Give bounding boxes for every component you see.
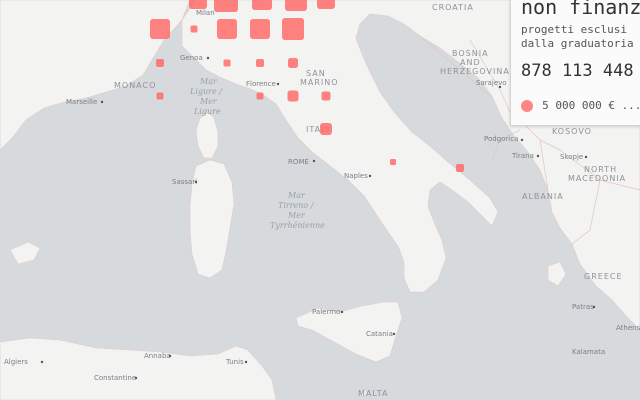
project-marker[interactable]: [156, 92, 164, 100]
city-dot: [368, 174, 372, 178]
label-annaba: Annaba: [144, 352, 171, 360]
label-bosnia-3: HERZEGOVINA: [440, 67, 510, 76]
project-marker[interactable]: [390, 159, 396, 165]
label-sarajevo: Sarajevo: [476, 79, 507, 87]
label-bosnia-1: BOSNIA: [452, 49, 489, 58]
label-monaco: MONACO: [114, 81, 156, 90]
project-marker[interactable]: [256, 59, 264, 67]
city-dot: [312, 159, 316, 163]
city-dot: [40, 360, 44, 364]
label-kalamata: Kalamata: [572, 348, 605, 356]
label-sassari: Sassari: [172, 178, 197, 186]
label-greece: GREECE: [584, 272, 623, 281]
city-dot: [244, 360, 248, 364]
land-menorca: [9, 241, 41, 265]
label-naples: Naples: [344, 172, 368, 180]
city-dot: [584, 155, 588, 159]
label-palermo: Palermo: [312, 308, 340, 316]
label-algiers: Algiers: [4, 358, 28, 366]
land-malta: [360, 389, 368, 397]
land-north-africa: [0, 337, 277, 400]
label-athens: Athens: [616, 324, 640, 332]
project-marker[interactable]: [456, 164, 464, 172]
project-marker[interactable]: [288, 58, 298, 68]
city-dot: [134, 376, 138, 380]
label-marseille: Marseille: [66, 98, 97, 106]
label-ligurian-sea-4: Ligure: [193, 107, 221, 116]
label-san-marino-1: SAN: [306, 69, 326, 78]
label-albania: ALBANIA: [522, 192, 564, 201]
project-marker[interactable]: [320, 123, 332, 135]
label-tirana: Tirana: [511, 152, 534, 160]
project-marker[interactable]: [287, 90, 299, 102]
project-markers: [150, 0, 464, 172]
city-dot: [206, 56, 210, 60]
label-florence: Florence: [246, 80, 276, 88]
label-north-macedonia-2: MACEDONIA: [568, 174, 626, 183]
panel-title: non finanziati: [521, 0, 640, 19]
label-skopje: Skopje: [560, 153, 583, 161]
project-marker[interactable]: [256, 92, 264, 100]
label-north-macedonia-1: NORTH: [584, 165, 617, 174]
project-marker[interactable]: [285, 0, 307, 11]
legend-text: 5 000 000 € ...: [542, 99, 640, 112]
project-marker[interactable]: [317, 0, 335, 9]
label-tyrrhenian-sea-2: Tirreno /: [278, 201, 315, 210]
city-dot: [592, 305, 596, 309]
label-malta: MALTA: [358, 389, 388, 398]
legend-circle-icon: [521, 99, 533, 112]
label-italy: ITALY: [306, 125, 331, 134]
city-dot: [520, 138, 524, 142]
city-dots: [40, 56, 596, 380]
label-croatia: CROATIA: [432, 3, 474, 12]
project-marker[interactable]: [252, 0, 272, 10]
label-genoa: Genoa: [180, 54, 203, 62]
label-tyrrhenian-sea-3: Mer: [287, 211, 306, 220]
label-catania: Catania: [366, 330, 393, 338]
land-corsica: [195, 111, 219, 159]
label-constantine: Constantine: [94, 374, 136, 382]
info-panel: non finanziati progetti esclusi dalla gr…: [510, 0, 640, 126]
land-greek-islands: [547, 261, 567, 287]
land-france: [0, 0, 191, 151]
city-dot: [194, 180, 198, 184]
land-sardinia: [189, 159, 235, 279]
project-marker[interactable]: [217, 19, 237, 39]
project-marker[interactable]: [250, 19, 270, 39]
panel-legend: 5 000 000 € ...: [521, 95, 640, 114]
city-dot: [168, 354, 172, 358]
label-bosnia-2: AND: [460, 58, 481, 67]
city-dot: [276, 82, 280, 86]
panel-subtitle: progetti esclusi dalla graduatoria: [521, 23, 634, 50]
city-dot: [340, 310, 344, 314]
label-kosovo: KOSOVO: [552, 127, 592, 136]
map-labels: CROATIA BOSNIA AND HERZEGOVINA Sarajevo …: [4, 3, 640, 398]
project-marker[interactable]: [223, 59, 231, 67]
label-patras: Patras: [572, 303, 594, 311]
project-marker[interactable]: [190, 25, 198, 33]
borders: [419, 35, 640, 245]
label-ligurian-sea-2: Ligure /: [189, 87, 223, 96]
project-marker[interactable]: [150, 19, 170, 39]
label-ligurian-sea-3: Mer: [199, 97, 218, 106]
city-dot: [392, 332, 396, 336]
label-milan: Milan: [196, 9, 215, 17]
label-ligurian-sea-1: Mar: [199, 77, 218, 86]
label-rome: ROME: [288, 158, 309, 166]
label-tunis: Tunis: [225, 358, 244, 366]
panel-total-value: 878 113 448: [521, 61, 634, 81]
project-marker[interactable]: [189, 0, 207, 9]
city-dot: [100, 100, 104, 104]
project-marker[interactable]: [214, 0, 238, 12]
city-dot: [536, 154, 540, 158]
land-sicily: [295, 301, 403, 363]
city-dot: [498, 85, 502, 89]
label-san-marino-2: MARINO: [300, 78, 339, 87]
project-marker[interactable]: [321, 91, 331, 101]
label-tyrrhenian-sea-4: Tyrrhénienne: [270, 221, 325, 230]
label-tyrrhenian-sea-1: Mar: [287, 191, 306, 200]
label-podgorica: Podgorica: [484, 135, 518, 143]
project-marker[interactable]: [282, 18, 304, 40]
project-marker[interactable]: [156, 59, 164, 67]
